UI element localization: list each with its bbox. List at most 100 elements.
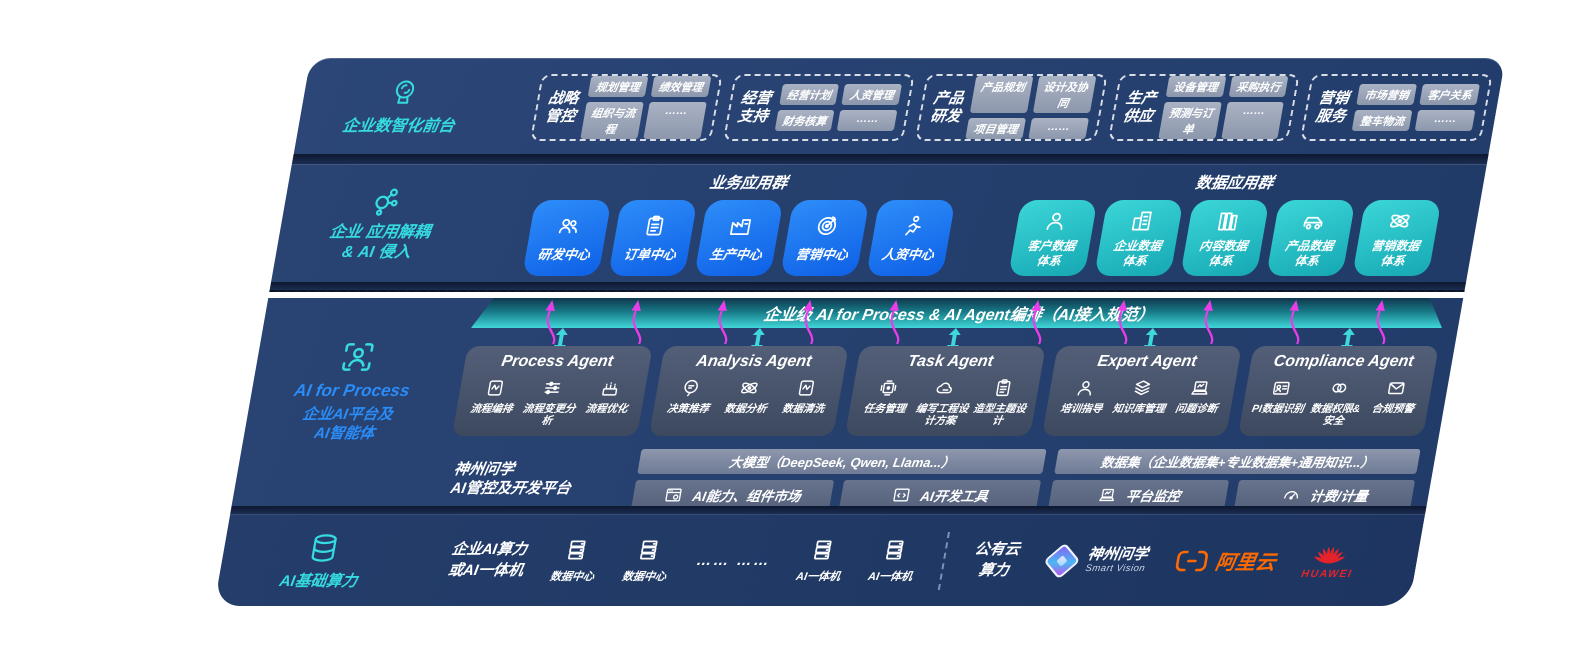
database-icon: [304, 531, 344, 565]
data-box-product: 产品数据 体系: [1266, 200, 1356, 276]
chip: 采购执行: [1228, 76, 1289, 97]
chip: 市场营销: [1356, 84, 1418, 105]
chip: 整车物流: [1352, 110, 1413, 131]
optimize-stack-icon: [597, 377, 623, 399]
diagnosis-machine-icon: [1187, 377, 1213, 399]
front-group-operation: 经营 支持 经营计划 人资管理 财务核算 ……: [722, 74, 915, 141]
front-group-product: 产品 研发 产品规划 设计及协同 项目管理 ……: [915, 74, 1108, 141]
app-box-order-center: 订单中心: [608, 200, 698, 276]
chip: 规划管理: [587, 76, 649, 97]
clipboard-icon: [640, 213, 671, 239]
chip: 设备管理: [1165, 76, 1226, 97]
target-icon: [812, 213, 843, 239]
group-title: 研发: [929, 107, 963, 125]
front-layer: 企业数智化前台 战略 管控 规划管理 绩效管理 组织与流程 …… 经营 支持 经营计…: [293, 58, 1506, 154]
platform-section: 神州问学 AI管控及开发平台 大模型（DeepSeek, Qwen, Llama…: [439, 449, 1421, 511]
aliyun-logo: 阿里云: [1172, 546, 1278, 575]
chip: 预测与订单: [1158, 102, 1222, 139]
layer-edge-dashed: [269, 282, 1467, 292]
atom-icon: [736, 377, 762, 399]
chip: 财务核算: [774, 110, 835, 131]
architecture-diagram: 企业数智化前台 战略 管控 规划管理 绩效管理 组织与流程 …… 经营 支持 经营计…: [213, 58, 1506, 606]
task-agent-card: Task Agent 任务管理 编写工程设计方案 造型主题设计: [845, 346, 1046, 437]
shenzhou-logo: 神州问学 Smart Vision: [1043, 542, 1150, 579]
chip: ……: [643, 102, 707, 139]
laptop-chart-icon: [1095, 485, 1119, 505]
group-title: 生产: [1124, 89, 1158, 107]
team-icon: [554, 213, 585, 239]
data-box-content: 内容数据 体系: [1180, 200, 1270, 276]
data-box-customer: 客户数据 体系: [1008, 200, 1098, 276]
layer-edge: [230, 506, 1427, 514]
data-app-group-title: 数据应用群: [1194, 175, 1275, 192]
business-app-group-title: 业务应用群: [708, 175, 789, 192]
front-layer-label-block: 企业数智化前台: [294, 59, 511, 154]
chip: ……: [1028, 118, 1089, 139]
group-title: 服务: [1314, 107, 1348, 125]
expert-agent-card: Expert Agent 培训指导 知识库管理 问题诊断: [1041, 346, 1243, 437]
infra-label: AI基础算力: [278, 572, 359, 590]
factory-icon: [726, 213, 757, 239]
app-box-production-center: 生产中心: [694, 200, 784, 276]
code-window-icon: [890, 485, 914, 505]
front-layer-label: 企业数智化前台: [340, 118, 456, 135]
chip: 客户关系: [1419, 84, 1480, 105]
knowledge-layers-icon: [1130, 377, 1156, 399]
gauge-icon: [1279, 485, 1303, 505]
ai-layer-label-block: AI for Process 企业AI平台及 AI智能体: [243, 338, 462, 444]
person-running-icon: [898, 213, 929, 239]
platform-label: 神州问学 AI管控及开发平台: [449, 460, 573, 497]
ai-layer-label-2: 企业AI平台及 AI智能体: [301, 406, 395, 442]
linked-rings-icon: [1326, 377, 1352, 399]
analysis-agent-card: Analysis Agent 决策推荐 数据分析 数据清洗: [648, 346, 849, 437]
task-grid-icon: [875, 377, 901, 399]
group-title: 经营: [739, 89, 773, 107]
chip: ……: [1220, 102, 1285, 139]
chip: 设计及协同: [1032, 76, 1097, 113]
ai-appliance-node: AI一体机: [795, 537, 847, 584]
dataset-bar: 数据集（企业数据集+专业数据集+通用知识...）: [1054, 449, 1421, 475]
compliance-agent-card: Compliance Agent PI数据识别 数据权限& 安全 合规预警: [1238, 346, 1439, 437]
aliyun-bracket-icon: [1175, 550, 1208, 571]
chip: 产品规划: [970, 76, 1034, 113]
data-cleaning-doc-icon: [794, 377, 820, 399]
workflow-doc-icon: [482, 377, 508, 399]
server-icon: [633, 537, 664, 563]
front-group-strategy: 战略 管控 规划管理 绩效管理 组织与流程 ……: [529, 74, 723, 141]
datacenter-node: 数据中心: [549, 537, 601, 584]
front-group-marketing: 营销 服务 市场营销 客户关系 整车物流 ……: [1300, 74, 1493, 141]
alert-mail-icon: [1384, 377, 1410, 399]
window-gear-icon: [662, 485, 686, 505]
shenzhou-diamond-icon: [1043, 542, 1081, 579]
apps-layer-label-block: 企业 应用解耦 & AI 侵入: [271, 165, 492, 282]
group-title: 营销: [1317, 89, 1351, 107]
chip: 人资管理: [841, 84, 903, 105]
training-person-icon: [1072, 377, 1098, 399]
ai-appliance-node: AI一体机: [867, 537, 919, 584]
columns-icon: [1212, 208, 1243, 234]
server-icon: [808, 537, 839, 563]
building-icon: [1126, 208, 1157, 234]
dashed-divider: [937, 531, 951, 590]
digital-head-icon: [387, 77, 422, 107]
business-app-group: 业务应用群 研发中心 订单中心: [521, 165, 962, 282]
app-box-rnd-center: 研发中心: [522, 200, 612, 276]
id-card-icon: [1269, 377, 1295, 399]
chip: 绩效管理: [650, 76, 711, 97]
front-group-supply: 生产 供应 设备管理 采购执行 预测与订单 ……: [1107, 74, 1301, 141]
infra-label-block: AI基础算力: [217, 531, 428, 591]
data-box-enterprise: 企业数据 体系: [1094, 200, 1184, 276]
app-box-hr-center: 人资中心: [866, 200, 956, 276]
server-icon: [561, 537, 592, 563]
group-title: 战略: [546, 89, 580, 107]
group-title: 产品: [932, 89, 966, 107]
infra-layer: AI基础算力 企业AI算力 或AI一体机 数据中心 数据中心 …… …… AI一…: [213, 514, 1426, 606]
model-group: 大模型（DeepSeek, Qwen, Llama...） AI能力、组件市场 …: [630, 449, 1047, 511]
model-bar: 大模型（DeepSeek, Qwen, Llama...）: [637, 449, 1047, 475]
apps-layer-label: 企业 应用解耦 & AI 侵入: [328, 224, 432, 261]
decision-head-icon: [679, 377, 705, 399]
cloud-design-icon: [933, 377, 959, 399]
group-title: 支持: [736, 107, 770, 125]
server-icon: [880, 537, 911, 563]
chip: ……: [837, 110, 898, 131]
